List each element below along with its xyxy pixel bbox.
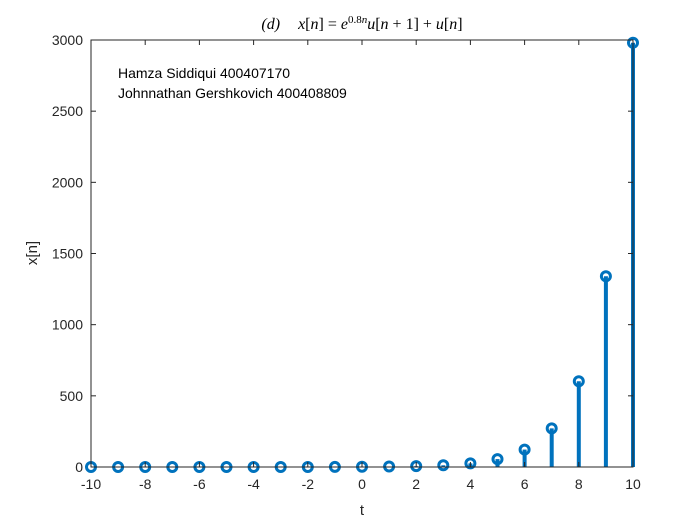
stem-marker	[518, 443, 531, 456]
y-tick-label: 1500	[52, 246, 83, 262]
stem-marker	[437, 459, 450, 472]
y-tick-label: 500	[60, 388, 84, 404]
annotation-line-1: Hamza Siddiqui 400407170	[118, 65, 290, 81]
stem-marker	[410, 460, 423, 473]
x-tick-label: 10	[625, 476, 641, 492]
x-tick-label: -2	[302, 476, 315, 492]
x-tick-label: -8	[139, 476, 152, 492]
stem-marker	[464, 457, 477, 470]
x-tick-label: -4	[247, 476, 260, 492]
y-axis-label: x[n]	[24, 241, 41, 265]
y-tick-label: 2000	[52, 174, 83, 190]
stem-marker	[572, 375, 585, 388]
y-tick-label: 2500	[52, 103, 83, 119]
chart-title: (d) x[n] = e0.8nu[n + 1] + u[n]	[261, 14, 462, 33]
x-axis: -10 -8 -6 -4 -2 0 2 4 6 8 10	[81, 40, 641, 492]
y-axis: 0 500 1000 1500 2000 2500 3000	[52, 32, 633, 475]
annotation-line-2: Johnnathan Gershkovich 400408809	[118, 85, 347, 101]
y-tick-label: 0	[75, 459, 83, 475]
x-tick-label: 6	[521, 476, 529, 492]
x-tick-label: 2	[412, 476, 420, 492]
x-tick-label: -10	[81, 476, 101, 492]
y-tick-label: 3000	[52, 32, 83, 48]
x-tick-label: 8	[575, 476, 583, 492]
plot-area	[91, 40, 633, 467]
y-tick-label: 1000	[52, 317, 83, 333]
x-tick-label: -6	[193, 476, 206, 492]
x-tick-label: 0	[358, 476, 366, 492]
stem-marker	[491, 453, 504, 466]
x-axis-label: t	[360, 502, 365, 519]
x-tick-label: 4	[467, 476, 475, 492]
stem-marker	[599, 270, 612, 283]
stem-marker	[545, 422, 558, 435]
